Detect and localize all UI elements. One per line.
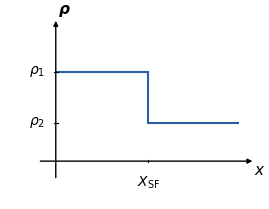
- Text: $\mathit{X}_{\mathrm{SF}}$: $\mathit{X}_{\mathrm{SF}}$: [137, 175, 160, 191]
- Text: $\boldsymbol{\rho}$: $\boldsymbol{\rho}$: [58, 4, 70, 19]
- Text: $\rho_1$: $\rho_1$: [29, 64, 45, 79]
- Text: $\mathit{x}$: $\mathit{x}$: [254, 163, 266, 177]
- Text: $\rho_2$: $\rho_2$: [29, 115, 45, 130]
